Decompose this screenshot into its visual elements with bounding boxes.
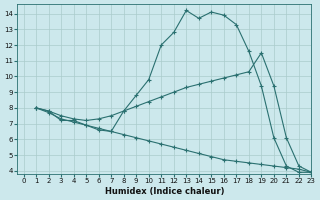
X-axis label: Humidex (Indice chaleur): Humidex (Indice chaleur)	[105, 187, 224, 196]
